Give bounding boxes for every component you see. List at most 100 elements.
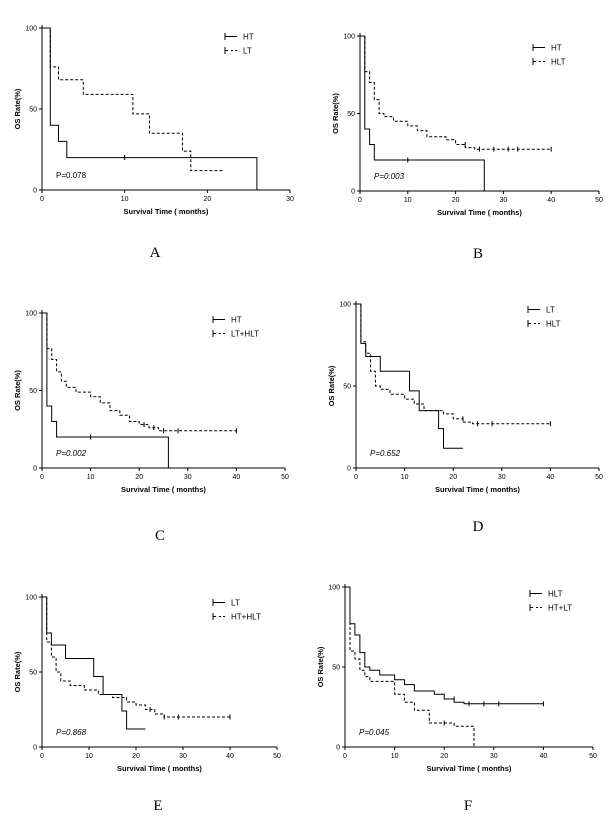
x-tick-label: 50 <box>281 474 289 481</box>
x-axis-title: Survival Time ( months) <box>427 764 512 773</box>
x-axis-title: Survival Time ( months) <box>435 485 520 494</box>
y-tick-label: 50 <box>343 384 351 391</box>
x-tick-label: 0 <box>40 753 44 760</box>
legend-label: HLT <box>548 590 563 599</box>
y-axis-title: OS Rate(%) <box>13 88 22 129</box>
y-tick-label: 100 <box>25 311 37 318</box>
x-tick-label: 30 <box>500 197 508 204</box>
y-tick-label: 0 <box>33 466 37 473</box>
p-value: P=0.652 <box>370 449 401 458</box>
series-line-hlt <box>345 586 544 705</box>
x-tick-label: 0 <box>354 474 358 481</box>
legend-label: LT+HLT <box>231 330 259 339</box>
legend-label: LT <box>546 306 555 315</box>
p-value: P=0.078 <box>56 171 87 180</box>
x-tick-label: 40 <box>547 474 555 481</box>
y-tick-label: 0 <box>336 745 340 752</box>
x-tick-label: 20 <box>452 197 460 204</box>
panel-e: 0 10 20 30 40 50 0 50 100 Survival Time ( months)… <box>13 594 281 814</box>
legend-label: HT <box>231 316 242 325</box>
legend-label: LT <box>231 599 240 608</box>
x-tick-label: 20 <box>132 753 140 760</box>
series-line-ht <box>42 312 169 468</box>
x-tick-label: 0 <box>343 753 347 760</box>
series-line-lt <box>356 303 463 449</box>
panel-letter: C <box>155 528 165 544</box>
x-tick-label: 10 <box>401 474 409 481</box>
x-tick-label: 10 <box>87 474 95 481</box>
panel-letter: E <box>153 798 162 814</box>
y-tick-label: 100 <box>343 34 355 41</box>
p-value: P=0.868 <box>56 728 87 737</box>
y-tick-label: 50 <box>29 107 37 114</box>
x-tick-label: 30 <box>490 753 498 760</box>
y-tick-label: 50 <box>332 665 340 672</box>
x-tick-label: 10 <box>404 197 412 204</box>
panel-letter: F <box>464 798 472 814</box>
legend-label: HT <box>551 44 562 53</box>
x-tick-label: 20 <box>440 753 448 760</box>
series-line-hlt <box>356 303 551 425</box>
y-tick-label: 50 <box>29 670 37 677</box>
p-value: P=0.003 <box>374 172 405 181</box>
series-line-ht-plus-hlt <box>42 596 230 718</box>
x-tick-label: 10 <box>85 753 93 760</box>
y-axis-title: OS Rate(%) <box>316 646 325 687</box>
x-tick-label: 50 <box>273 753 281 760</box>
x-tick-label: 40 <box>547 197 555 204</box>
legend-label: LT <box>243 47 252 56</box>
x-axis-title: Survival Time ( months) <box>124 207 209 216</box>
x-tick-label: 30 <box>179 753 187 760</box>
y-tick-label: 50 <box>347 111 355 118</box>
x-tick-label: 30 <box>184 474 192 481</box>
x-tick-label: 40 <box>233 474 241 481</box>
panel-b: 0 10 20 30 40 50 0 50 100 Survival Time ( months)… <box>331 33 603 262</box>
x-tick-label: 0 <box>40 196 44 203</box>
y-tick-label: 0 <box>347 466 351 473</box>
x-axis-title: Survival Time ( months) <box>437 208 522 217</box>
y-tick-label: 100 <box>25 26 37 33</box>
y-tick-label: 0 <box>33 745 37 752</box>
x-tick-label: 50 <box>589 753 597 760</box>
y-tick-label: 0 <box>33 188 37 195</box>
legend-label: HT+LT <box>548 604 572 613</box>
panel-letter: D <box>473 519 484 535</box>
y-tick-label: 50 <box>29 388 37 395</box>
x-tick-label: 0 <box>358 197 362 204</box>
panel-letter: B <box>473 246 483 262</box>
p-value: P=0.045 <box>359 728 390 737</box>
y-axis-title: OS Rate(%) <box>327 365 336 406</box>
x-axis-title: Survival Time ( months) <box>117 764 202 773</box>
legend-label: HT+HLT <box>231 613 261 622</box>
panel-d: 0 10 20 30 40 50 0 50 100 Survival Time ( months)… <box>327 301 603 535</box>
x-tick-label: 10 <box>121 196 129 203</box>
x-tick-label: 30 <box>286 196 294 203</box>
x-tick-label: 20 <box>449 474 457 481</box>
series-line-lt-plus-hlt <box>42 312 237 432</box>
y-axis-title: OS Rate(%) <box>13 651 22 692</box>
panel-letter: A <box>150 245 161 261</box>
y-tick-label: 0 <box>351 189 355 196</box>
y-axis-title: OS Rate(%) <box>331 93 340 134</box>
p-value: P=0.002 <box>56 449 87 458</box>
x-tick-label: 20 <box>203 196 211 203</box>
legend-label: HT <box>243 33 254 42</box>
panel-a: 0 10 20 30 0 50 100 Survival Time ( months) OS R… <box>13 25 294 261</box>
x-tick-label: 10 <box>391 753 399 760</box>
series-line-hlt <box>360 35 552 150</box>
y-axis-title: OS Rate(%) <box>13 370 22 411</box>
y-tick-label: 100 <box>339 302 351 309</box>
x-tick-label: 40 <box>226 753 234 760</box>
y-tick-label: 100 <box>25 595 37 602</box>
x-tick-label: 50 <box>595 197 603 204</box>
x-tick-label: 30 <box>498 474 506 481</box>
y-tick-label: 100 <box>328 585 340 592</box>
legend-label: HLT <box>546 320 561 329</box>
x-tick-label: 50 <box>595 474 603 481</box>
series-line-lt <box>42 27 224 172</box>
panel-c: 0 10 20 30 40 50 0 50 100 Survival Time ( months)… <box>13 310 289 544</box>
x-tick-label: 20 <box>135 474 143 481</box>
panel-f: 0 10 20 30 40 50 0 50 100 Survival Time ( months)… <box>316 584 597 814</box>
x-tick-label: 40 <box>540 753 548 760</box>
